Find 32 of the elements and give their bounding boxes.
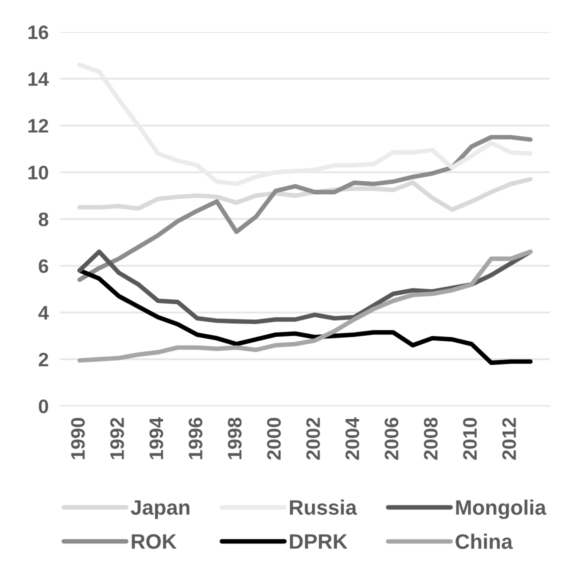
legend-label: ROK: [132, 534, 177, 549]
y-tick-label: 6: [38, 259, 48, 273]
line-series: [77, 134, 533, 282]
line-series: [77, 177, 533, 212]
y-tick-label: 0: [38, 399, 48, 414]
x-tick-label: 2004: [345, 417, 360, 460]
y-tick-label: 10: [28, 166, 48, 180]
x-tick-label: 2002: [306, 418, 320, 460]
y-tick-label: 12: [28, 118, 48, 133]
x-tick-label: 1996: [188, 418, 202, 460]
y-tick-label: 4: [38, 306, 49, 320]
x-tick-label: 2008: [424, 418, 438, 460]
line-series: [77, 268, 533, 365]
x-tick-label: 2012: [502, 418, 516, 460]
x-tick-label: 1992: [110, 418, 124, 460]
y-tick-label: 14: [28, 72, 49, 86]
y-tick-label: 2: [38, 352, 48, 366]
x-tick-label: 2000: [267, 418, 281, 460]
legend-label: Japan: [130, 500, 190, 519]
y-tick-label: 8: [38, 212, 48, 226]
legend-label: DPRK: [290, 534, 348, 549]
x-tick-label: 2010: [463, 418, 477, 460]
x-tick-label: 1994: [149, 417, 164, 460]
x-tick-label: 1990: [71, 418, 85, 460]
x-tick-label: 1998: [228, 418, 242, 460]
legend-label: Mongolia: [456, 500, 546, 520]
line-series: [77, 250, 533, 324]
x-tick-label: 2006: [384, 418, 398, 460]
legend-label: China: [456, 534, 513, 549]
y-tick-label: 16: [28, 25, 48, 40]
legend-label: Russia: [290, 500, 358, 515]
line-series: [77, 250, 533, 363]
